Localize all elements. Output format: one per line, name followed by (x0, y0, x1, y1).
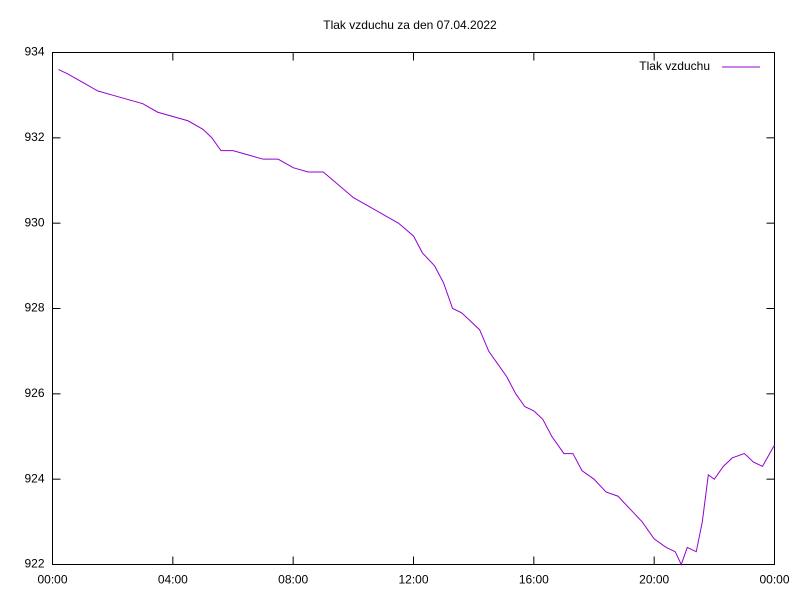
y-tick-label: 924 (24, 471, 44, 485)
data-line (58, 69, 775, 566)
x-tick-label: 16:00 (519, 573, 549, 587)
y-tick-label: 928 (24, 301, 44, 315)
x-tick-label: 08:00 (278, 573, 308, 587)
x-tick-label: 04:00 (158, 573, 188, 587)
legend-label: Tlak vzduchu (639, 59, 710, 73)
y-tick-label: 932 (24, 130, 44, 144)
y-tick-label: 922 (24, 557, 44, 571)
y-tick-label: 930 (24, 215, 44, 229)
x-tick-label: 20:00 (639, 573, 669, 587)
x-tick-label: 00:00 (37, 573, 67, 587)
x-tick-label: 00:00 (759, 573, 789, 587)
chart-title: Tlak vzduchu za den 07.04.2022 (323, 18, 497, 32)
x-tick-label: 12:00 (398, 573, 428, 587)
y-tick-label: 926 (24, 386, 44, 400)
y-tick-label: 934 (24, 45, 44, 59)
